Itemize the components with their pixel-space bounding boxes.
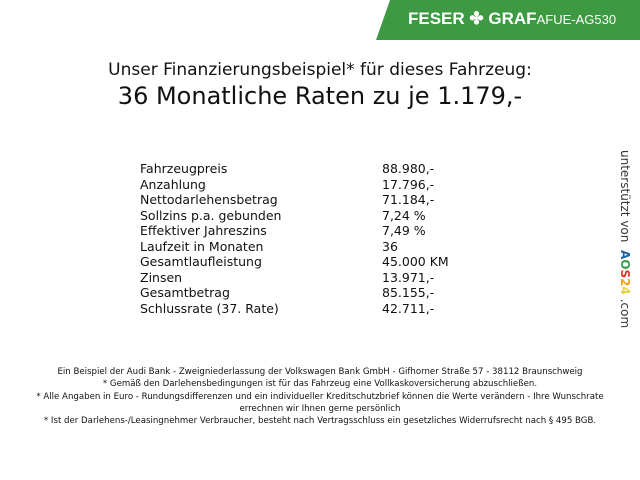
row-value: 7,24 % xyxy=(382,207,426,223)
row-value: 36 xyxy=(382,238,398,254)
table-row: Nettodarlehensbetrag 71.184,- xyxy=(140,192,480,208)
brand-name: FESER xyxy=(408,9,465,28)
row-value: 88.980,- xyxy=(382,161,435,176)
logo-letter: O xyxy=(618,259,632,270)
brand-logo: FESER ✤ GRAFAFUE-AG530 xyxy=(408,9,616,29)
sponsor-suffix: .com xyxy=(618,298,632,329)
table-row: Gesamtbetrag 85.155,- xyxy=(140,285,480,301)
row-value: 7,49 % xyxy=(382,223,426,238)
logo-letter: A xyxy=(618,250,632,260)
row-value: 13.971,- xyxy=(382,269,435,285)
logo-letter: S xyxy=(618,269,632,279)
row-value: 42.711,- xyxy=(382,300,435,316)
vehicle-code: AFUE-AG530 xyxy=(536,12,617,27)
row-label: Nettodarlehensbetrag xyxy=(140,192,278,207)
disclaimer-line: * Ist der Darlehens-/Leasingnehmer Verbr… xyxy=(43,416,597,427)
logo-letter: 4 xyxy=(618,286,632,295)
disclaimer-line: Ein Beispiel der Audi Bank - Zweignieder… xyxy=(57,367,583,377)
brand-name-2: GRAF xyxy=(488,9,537,28)
table-row: Laufzeit in Monaten 36 xyxy=(140,239,480,255)
table-row: Effektiver Jahreszins 7,49 % xyxy=(140,223,480,239)
row-value: 17.796,- xyxy=(382,176,435,192)
table-row: Anzahlung 17.796,- xyxy=(140,177,480,193)
sponsor-note: unterstützt von AOS24 .com xyxy=(618,150,632,328)
disclaimer-line: * Alle Angaben in Euro - Rundungsdiffere… xyxy=(36,391,604,414)
row-label: Laufzeit in Monaten xyxy=(140,238,264,254)
footer-disclaimer: Ein Beispiel der Audi Bank - Zweignieder… xyxy=(20,366,620,427)
row-label: Effektiver Jahreszins xyxy=(140,223,267,238)
table-row: Schlussrate (37. Rate) 42.711,- xyxy=(140,301,480,317)
title-line2: 36 Monatliche Raten zu je 1.179,- xyxy=(117,82,523,110)
row-label: Schlussrate (37. Rate) xyxy=(140,300,279,316)
disclaimer-line: * Gemäß den Darlehensbedingungen ist für… xyxy=(102,379,538,390)
row-label: Sollzins p.a. gebunden xyxy=(140,207,282,223)
row-label: Gesamtbetrag xyxy=(140,285,230,300)
row-value: 71.184,- xyxy=(382,192,435,207)
clover-icon: ✤ xyxy=(469,9,484,28)
title-line1: Unser Finanzierungsbeispiel* für dieses … xyxy=(108,60,532,80)
table-row: Sollzins p.a. gebunden 7,24 % xyxy=(140,208,480,224)
table-row: Fahrzeugpreis 88.980,- xyxy=(140,161,480,177)
row-label: Fahrzeugpreis xyxy=(140,161,228,176)
row-value: 45.000 KM xyxy=(382,254,449,269)
table-row: Zinsen 13.971,- xyxy=(140,270,480,286)
finance-table: Fahrzeugpreis 88.980,- Anzahlung 17.796,- … xyxy=(140,161,480,316)
row-label: Gesamtlaufleistung xyxy=(140,254,262,269)
table-row: Gesamtlaufleistung 45.000 KM xyxy=(140,254,480,270)
row-value: 85.155,- xyxy=(382,285,435,300)
brand-banner xyxy=(376,0,640,40)
logo-letter: 2 xyxy=(618,278,632,287)
sponsor-prefix: unterstützt von xyxy=(618,150,632,243)
row-label: Anzahlung xyxy=(140,176,206,192)
row-label: Zinsen xyxy=(140,269,183,285)
